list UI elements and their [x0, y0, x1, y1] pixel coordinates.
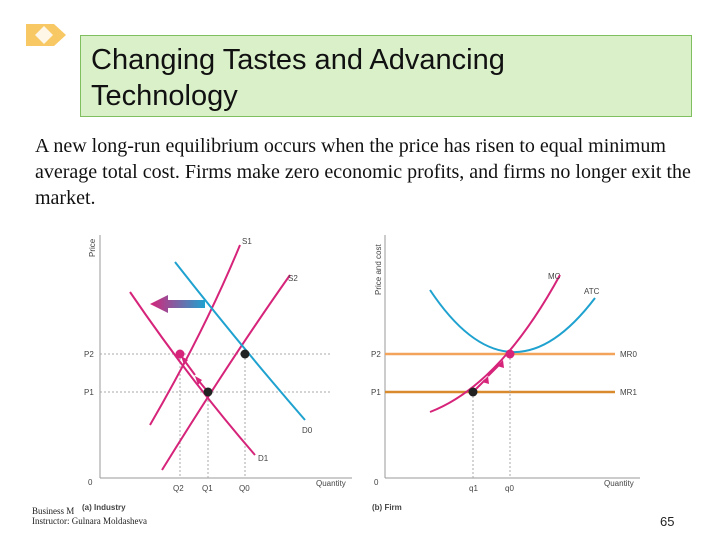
label-s1: S1: [242, 237, 252, 246]
footer-line-1: Business M: [32, 506, 75, 516]
industry-tick-q2: Q2: [173, 484, 184, 493]
firm-origin: 0: [374, 478, 379, 487]
firm-xlabel: Quantity: [604, 479, 634, 488]
body-text: A new long-run equilibrium occurs when t…: [35, 135, 691, 209]
industry-xlabel: Quantity: [316, 479, 346, 488]
firm-tick-p1: P1: [371, 388, 381, 397]
firm-tick-p2: P2: [371, 350, 381, 359]
curve-d1: [129, 291, 256, 456]
industry-tick-q0: Q0: [239, 484, 250, 493]
industry-panel-label: (a) Industry: [82, 503, 126, 512]
movement-arrow-head-1: [195, 376, 202, 385]
label-mc: MC: [548, 272, 561, 281]
equilibrium-point-p0: [240, 349, 250, 359]
title-box: Changing Tastes and Advancing Technology: [80, 35, 692, 117]
industry-tick-q1: Q1: [202, 484, 213, 493]
label-mr1: MR1: [620, 388, 637, 397]
firm-tick-q1: q1: [469, 484, 478, 493]
equilibrium-point-p2: [175, 349, 185, 359]
firm-point-q1: [468, 387, 478, 397]
label-atc: ATC: [584, 287, 600, 296]
industry-tick-p1: P1: [84, 388, 94, 397]
industry-origin: 0: [88, 478, 93, 487]
firm-movement-arrow-head-2: [497, 360, 504, 368]
curve-s2: [161, 274, 291, 471]
curve-atc: [429, 289, 596, 353]
label-s2: S2: [288, 274, 298, 283]
equilibrium-point-p1: [203, 387, 213, 397]
movement-arrow-head-2: [181, 356, 188, 365]
slide-title: Changing Tastes and Advancing Technology: [91, 44, 505, 112]
footer: Business M Instructor: Gulnara Moldashev…: [32, 506, 147, 526]
demand-shift-arrow: [150, 295, 205, 313]
firm-movement-arrow-head-1: [482, 376, 489, 384]
label-d0: D0: [302, 426, 313, 435]
industry-ylabel: Price: [88, 238, 97, 257]
page-number: 65: [660, 514, 675, 529]
firm-panel-label: (b) Firm: [372, 503, 402, 512]
label-d1: D1: [258, 454, 269, 463]
industry-tick-p2: P2: [84, 350, 94, 359]
curve-mc: [429, 274, 561, 413]
label-mr0: MR0: [620, 350, 637, 359]
firm-tick-q0: q0: [505, 484, 514, 493]
curve-s1: [149, 244, 241, 426]
firm-ylabel: Price and cost: [374, 244, 383, 295]
firm-point-q0: [505, 349, 515, 359]
diamond-bullet-icon: [26, 24, 66, 46]
firm-panel: Price and cost P2 P1 0 q1 q0 Quantity MC…: [371, 235, 640, 512]
curve-d0: [174, 261, 306, 421]
footer-line-2: Instructor: Gulnara Moldasheva: [32, 516, 147, 526]
industry-panel: Price P2 P1 0 Q2 Q1 Q0 Quantity S1 S2 D0…: [82, 235, 352, 512]
